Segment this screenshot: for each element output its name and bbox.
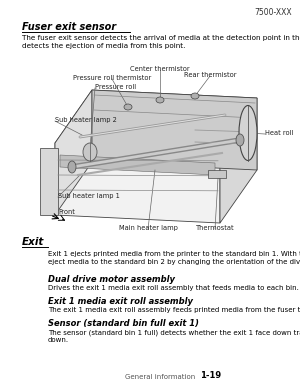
Text: Exit 1 media exit roll assembly: Exit 1 media exit roll assembly [48, 297, 193, 306]
Text: Front: Front [58, 209, 75, 215]
Text: Exit 1 ejects printed media from the printer to the standard bin 1. With the exi: Exit 1 ejects printed media from the pri… [48, 251, 300, 265]
Text: Exit: Exit [22, 237, 44, 247]
Text: General information: General information [125, 374, 195, 380]
Text: Heat roll: Heat roll [265, 130, 293, 136]
Polygon shape [55, 143, 220, 223]
Ellipse shape [191, 93, 199, 99]
Text: 1-19: 1-19 [200, 371, 221, 380]
Polygon shape [40, 148, 58, 215]
Text: Main heater lamp: Main heater lamp [118, 225, 177, 231]
Text: Thermostat: Thermostat [196, 225, 234, 231]
Polygon shape [60, 155, 215, 175]
Ellipse shape [239, 106, 257, 161]
Text: The fuser exit sensor detects the arrival of media at the detection point in the: The fuser exit sensor detects the arriva… [22, 35, 300, 49]
Text: The exit 1 media exit roll assembly feeds printed media from the fuser to the st: The exit 1 media exit roll assembly feed… [48, 307, 300, 313]
Text: Fuser exit sensor: Fuser exit sensor [22, 22, 116, 32]
Text: 7500-XXX: 7500-XXX [254, 8, 292, 17]
Polygon shape [55, 90, 257, 151]
Ellipse shape [156, 97, 164, 103]
Ellipse shape [68, 161, 76, 173]
Text: Sensor (standard bin full exit 1): Sensor (standard bin full exit 1) [48, 319, 199, 328]
Text: Drives the exit 1 media exit roll assembly that feeds media to each bin.: Drives the exit 1 media exit roll assemb… [48, 285, 299, 291]
Text: Sub heater lamp 1: Sub heater lamp 1 [58, 193, 120, 199]
Ellipse shape [124, 104, 132, 110]
Text: Pressure roll: Pressure roll [95, 84, 136, 90]
Text: Dual drive motor assembly: Dual drive motor assembly [48, 275, 175, 284]
Ellipse shape [236, 134, 244, 146]
Polygon shape [55, 90, 92, 215]
Ellipse shape [83, 143, 97, 161]
Polygon shape [220, 98, 257, 223]
Text: The sensor (standard bin 1 full) detects whether the exit 1 face down tray is fu: The sensor (standard bin 1 full) detects… [48, 329, 300, 343]
FancyBboxPatch shape [208, 170, 226, 178]
Text: Center thermistor: Center thermistor [130, 66, 190, 72]
Text: Sub heater lamp 2: Sub heater lamp 2 [55, 117, 117, 123]
Text: Pressure roll thermistor: Pressure roll thermistor [73, 75, 151, 81]
Polygon shape [92, 90, 257, 170]
Text: Rear thermistor: Rear thermistor [184, 72, 236, 78]
